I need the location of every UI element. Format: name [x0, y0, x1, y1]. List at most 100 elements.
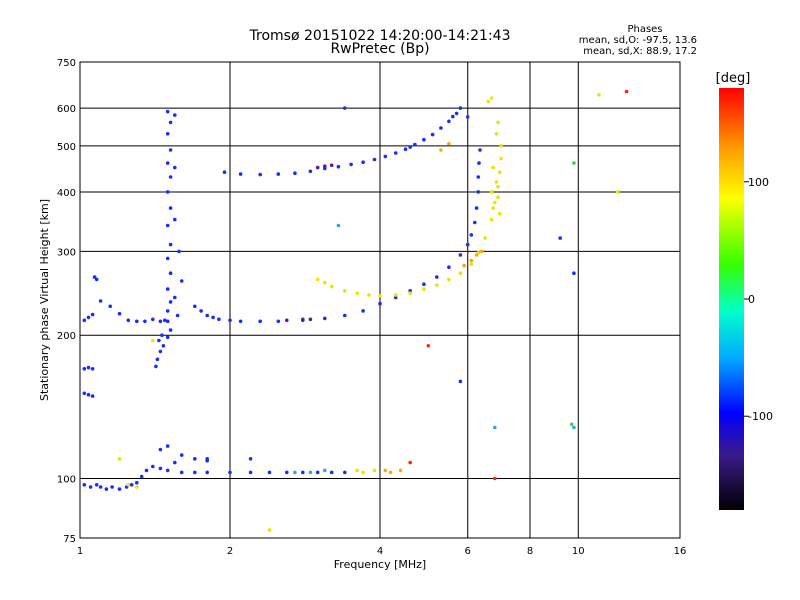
data-point [398, 468, 403, 473]
data-point [493, 476, 497, 481]
colorbar-label: [deg] [716, 71, 751, 86]
data-point [258, 172, 263, 177]
data-point [104, 487, 109, 491]
data-point [177, 249, 181, 254]
data-point [276, 172, 281, 176]
data-point [163, 318, 167, 323]
data-point [199, 309, 203, 313]
data-point [165, 287, 170, 291]
data-point [496, 185, 500, 189]
data-point [154, 364, 158, 369]
data-point [173, 165, 177, 170]
data-point [165, 190, 170, 194]
data-point [323, 468, 327, 473]
data-point [238, 172, 243, 176]
data-point [336, 164, 341, 169]
data-point [393, 151, 398, 155]
data-point [158, 447, 163, 452]
data-point [193, 457, 197, 461]
data-point [422, 287, 426, 291]
data-point [469, 262, 474, 267]
x-axis-label: Frequency [MHz] [334, 558, 426, 571]
data-point [447, 119, 451, 124]
data-point [108, 304, 112, 309]
plot-frame [79, 61, 681, 539]
y-tick-label: 200 [57, 331, 76, 342]
data-point [489, 96, 494, 100]
data-point [88, 485, 93, 489]
data-point [168, 328, 173, 332]
data-point [276, 319, 281, 324]
data-point [165, 468, 170, 473]
data-point [422, 137, 426, 142]
data-point [572, 271, 576, 276]
x-tick-label: 4 [377, 546, 383, 557]
x-tick-label: 1 [77, 546, 83, 557]
data-point [315, 277, 320, 282]
data-point [426, 344, 431, 348]
data-point [179, 470, 184, 475]
data-point [496, 120, 500, 125]
data-point [94, 277, 99, 282]
x-tick-label: 10 [572, 546, 585, 557]
data-point [383, 154, 388, 159]
data-point [413, 142, 417, 147]
data-point [98, 485, 103, 489]
data-point [90, 394, 95, 398]
data-point [308, 470, 313, 475]
data-point [476, 175, 481, 179]
data-point [98, 299, 103, 303]
y-tick-label: 600 [57, 104, 76, 115]
data-point [378, 301, 382, 306]
data-point [491, 165, 496, 170]
y-axis-label: Stationary phase Virtual Height [km] [38, 199, 51, 401]
data-point [361, 160, 365, 164]
x-tick-label: 6 [465, 546, 471, 557]
data-point [86, 392, 91, 397]
data-point [165, 256, 170, 261]
chart-subtitle: RwPretec (Bp) [330, 41, 429, 57]
data-point [161, 344, 166, 348]
data-point [367, 293, 371, 297]
data-point [408, 291, 413, 296]
y-tick-label: 75 [63, 534, 76, 545]
data-point [489, 217, 494, 222]
data-point [465, 242, 470, 247]
data-point [355, 291, 360, 296]
y-tick-label: 100 [57, 475, 76, 486]
data-point [165, 319, 170, 324]
data-point [205, 313, 209, 318]
data-point [454, 111, 459, 116]
data-point [82, 483, 87, 487]
data-point [308, 317, 313, 322]
x-axis-ticks: 1 2 4 6 8 10 16 [77, 546, 687, 557]
data-point [179, 453, 184, 457]
data-point [491, 206, 496, 210]
data-point [165, 444, 170, 448]
y-tick-label: 750 [57, 58, 76, 69]
colorbar-ticks: 100 0 -100 [744, 176, 773, 423]
data-point [168, 300, 173, 304]
data-point [497, 211, 502, 216]
data-point [151, 464, 155, 469]
data-point [494, 132, 499, 136]
data-point [372, 157, 377, 162]
data-point [267, 470, 272, 475]
data-point [493, 200, 497, 205]
data-point [267, 528, 272, 532]
data-point [211, 315, 215, 320]
data-point [92, 275, 97, 279]
data-point [499, 156, 503, 161]
data-point [165, 132, 170, 136]
data-point [408, 289, 413, 293]
data-point [408, 460, 413, 465]
data-point [458, 253, 463, 257]
data-point [572, 161, 576, 165]
data-point [343, 106, 347, 110]
data-point [248, 457, 253, 461]
data-point [496, 195, 500, 199]
data-point [458, 106, 463, 110]
data-point [469, 233, 474, 237]
data-point [94, 483, 99, 487]
data-point [343, 470, 347, 475]
